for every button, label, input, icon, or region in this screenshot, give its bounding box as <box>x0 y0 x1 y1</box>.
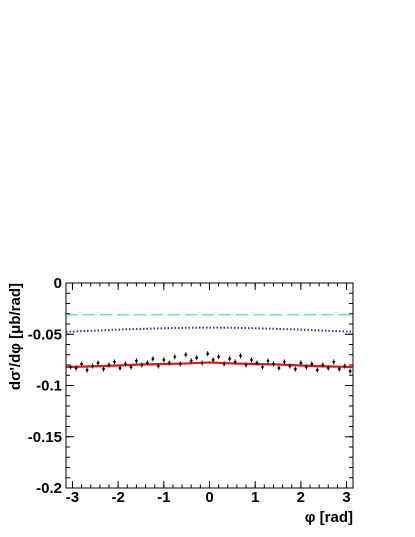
data-point <box>85 368 89 372</box>
series-layer <box>66 314 353 374</box>
data-point <box>96 361 100 365</box>
x-axis-label: φ [rad] <box>305 509 353 526</box>
x-tick-label: 1 <box>251 489 259 506</box>
data-point <box>255 361 259 365</box>
data-point <box>222 362 226 366</box>
data-point <box>211 358 215 362</box>
data-point <box>343 364 346 368</box>
data-point <box>277 366 281 370</box>
data-point <box>173 355 176 358</box>
data-point <box>135 359 138 363</box>
data-point <box>151 357 155 361</box>
x-axis: -3 -2 -1 0 1 2 3 <box>66 283 351 506</box>
x-tick-label: -2 <box>111 489 124 506</box>
data-point <box>91 364 94 368</box>
data-point <box>195 356 198 360</box>
data-point <box>140 363 144 367</box>
data-point <box>294 367 297 371</box>
data-point <box>217 355 220 358</box>
x-tick-label: -3 <box>66 489 79 506</box>
data-point <box>266 359 270 363</box>
data-point <box>74 366 78 370</box>
data-point <box>332 360 335 364</box>
data-point <box>348 369 352 373</box>
x-tick-label: 3 <box>342 489 350 506</box>
x-tick-label: -1 <box>157 489 170 506</box>
data-point <box>168 361 171 365</box>
data-point <box>305 365 308 369</box>
data-point <box>239 354 242 357</box>
data-point <box>338 367 341 371</box>
data-point <box>283 360 286 364</box>
y-axis: 0 -0.05 -0.1 -0.15 -0.2 <box>28 275 353 497</box>
data-point <box>299 361 303 365</box>
data-point <box>288 364 292 368</box>
data-point <box>310 362 314 366</box>
data-point <box>206 352 209 355</box>
data-point <box>250 358 253 362</box>
data-point <box>261 365 264 369</box>
data-point <box>316 368 319 372</box>
x-tick-label: 0 <box>205 489 213 506</box>
series-line-dotted <box>66 326 353 333</box>
data-point <box>69 365 72 369</box>
data-point <box>102 367 105 371</box>
y-tick-label: -0.2 <box>36 480 62 497</box>
data-point <box>327 366 330 370</box>
data-point <box>228 357 231 361</box>
data-point <box>233 360 237 364</box>
y-axis-label: dσ'/dφ [μb/rad] <box>7 283 24 390</box>
data-point <box>244 363 248 367</box>
data-point <box>146 361 149 365</box>
data-point <box>179 362 182 366</box>
data-point <box>190 359 193 363</box>
data-point <box>157 364 160 368</box>
data-point <box>80 362 83 366</box>
data-point <box>321 363 324 367</box>
data-point <box>118 366 122 370</box>
data-point <box>113 360 116 364</box>
data-point <box>124 362 127 366</box>
data-point <box>184 353 187 356</box>
y-tick-label: -0.15 <box>28 429 62 446</box>
plot-frame <box>65 282 354 489</box>
y-tick-label: -0.1 <box>36 378 62 395</box>
data-point <box>162 358 166 362</box>
series-line-solid <box>66 361 353 369</box>
data-point <box>129 365 133 369</box>
y-tick-label: -0.05 <box>28 326 62 343</box>
x-tick-label: 2 <box>297 489 305 506</box>
data-point <box>272 362 275 366</box>
y-tick-label: 0 <box>54 275 62 292</box>
data-point <box>200 361 204 365</box>
data-point <box>107 363 111 367</box>
